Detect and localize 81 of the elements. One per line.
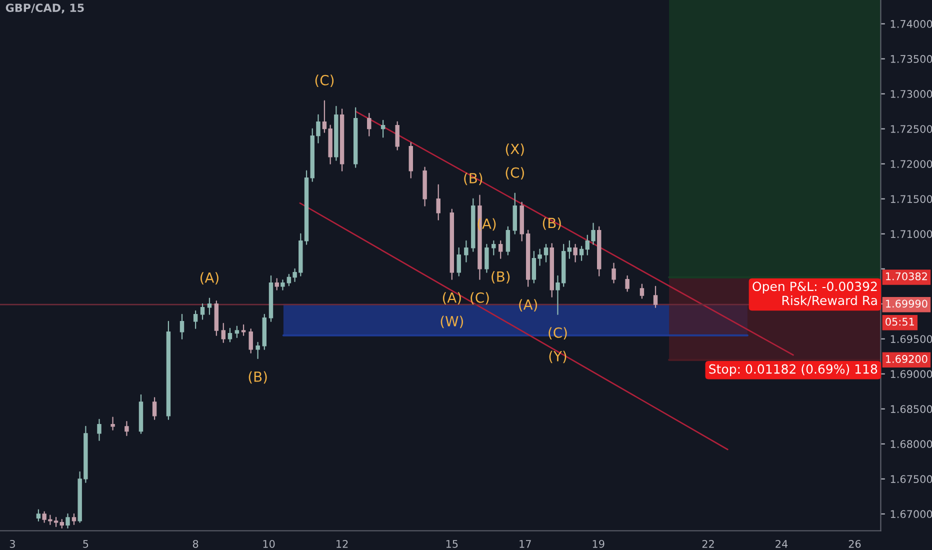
y-tick-label: 1.74000 — [890, 20, 932, 28]
y-tick-label: 1.69500 — [890, 335, 932, 343]
x-tick-label: 3 — [10, 540, 15, 548]
candlestick — [380, 120, 386, 138]
y-tick-label: 1.71500 — [890, 195, 932, 203]
candlestick — [72, 513, 76, 526]
candlestick — [506, 226, 510, 256]
y-tick-label: 1.67500 — [890, 475, 932, 484]
annotation: (C) — [506, 167, 524, 180]
candlestick — [180, 314, 184, 340]
candlestick — [573, 244, 578, 262]
annotation: (B) — [248, 371, 267, 384]
candlestick — [124, 420, 129, 436]
candlestick — [367, 112, 372, 136]
candlestick — [221, 322, 226, 343]
candlestick — [274, 278, 279, 290]
candlestick — [395, 121, 400, 150]
candlestick — [579, 246, 584, 262]
candlestick — [640, 284, 644, 299]
y-tick-label: 1.67000 — [890, 510, 932, 518]
candlestick — [256, 342, 260, 360]
annotation: 1.70382 — [886, 272, 927, 280]
annotation: (C) — [315, 74, 334, 88]
x-tick-label: 15 — [446, 540, 458, 548]
candlestick — [248, 328, 253, 354]
candlestick — [484, 244, 489, 273]
y-tick-label: 1.68500 — [890, 405, 932, 414]
annotation: (A) — [442, 292, 461, 304]
candlestick — [653, 286, 658, 308]
annotation: Stop: 0.01182 (0.69%) 118 — [709, 364, 878, 376]
x-tick-label: 12 — [336, 540, 348, 548]
chart-title: GBP/CAD, 15 — [6, 4, 84, 14]
x-tick-label: 5 — [83, 540, 88, 548]
candlestick — [567, 240, 572, 259]
annotation: (C) — [470, 292, 489, 304]
candlestick — [228, 328, 232, 342]
candlestick — [436, 184, 440, 220]
y-tick-label: 1.69000 — [890, 370, 932, 378]
candlestick — [612, 262, 616, 284]
annotation: (X) — [506, 143, 524, 156]
candlestick — [152, 397, 157, 420]
candlestick — [193, 310, 198, 329]
y-tick-label: 1.71000 — [890, 230, 932, 238]
ref-line-label: 1.69990 — [886, 300, 928, 308]
annotation: (C) — [548, 327, 567, 340]
annotation: (A) — [519, 299, 538, 312]
y-tick-label: 1.73500 — [890, 55, 932, 63]
annotation: (B) — [492, 271, 510, 284]
annotation: Open P&L: -0.00392 Risk/Reward Ra — [752, 282, 877, 306]
x-tick-label: 8 — [192, 540, 198, 548]
y-tick-label: 1.73000 — [890, 90, 932, 98]
candlestick — [544, 244, 548, 262]
candlestick — [280, 280, 285, 290]
x-tick-label: 26 — [848, 540, 861, 548]
candlestick — [498, 240, 503, 259]
annotation: 05:51 — [886, 318, 914, 326]
annotation: (Y) — [549, 350, 566, 364]
candlestick — [36, 509, 41, 522]
x-tick-label: 17 — [520, 540, 531, 548]
annotation: (W) — [440, 316, 463, 328]
y-tick-label: 1.72500 — [890, 125, 932, 133]
candlestick — [625, 275, 630, 292]
candlestick — [241, 324, 246, 336]
x-tick-label: 22 — [702, 540, 714, 548]
candlestick — [456, 247, 461, 276]
candlestick — [234, 326, 240, 338]
annotation: (A) — [200, 272, 218, 285]
y-tick-label: 1.68000 — [890, 440, 932, 448]
candlestick — [110, 416, 115, 430]
x-tick-label: 19 — [592, 540, 604, 548]
candlestick — [492, 240, 496, 256]
x-tick-label: 10 — [263, 540, 275, 548]
candlestick — [207, 298, 212, 315]
x-tick-label: 24 — [776, 540, 788, 548]
candlestick — [66, 513, 70, 529]
candlestick — [97, 418, 102, 441]
y-tick-label: 1.72000 — [890, 160, 932, 168]
annotation: (B) — [542, 218, 561, 230]
candlestick — [464, 240, 468, 262]
candlestick — [200, 303, 205, 320]
annotation: 1.69200 — [886, 355, 928, 363]
